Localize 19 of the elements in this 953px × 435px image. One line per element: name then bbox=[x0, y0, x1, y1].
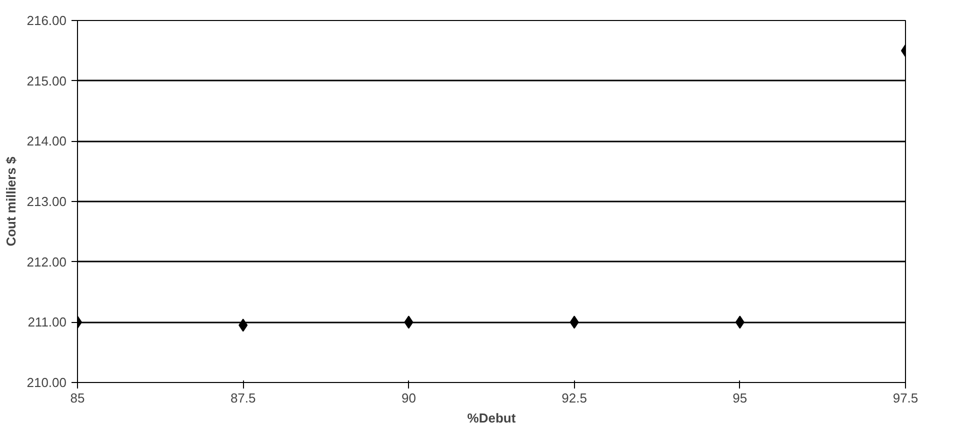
point bbox=[735, 316, 744, 329]
y-tick-label: 211.00 bbox=[28, 314, 66, 330]
x-tick-label: 95 bbox=[732, 390, 748, 406]
y-tick-label: 212.00 bbox=[26, 254, 67, 270]
x-tick-label: 97.5 bbox=[892, 390, 918, 406]
x-tick-label: 92.5 bbox=[562, 390, 587, 406]
y-tick-label: 214.00 bbox=[26, 134, 67, 149]
point bbox=[238, 318, 248, 332]
x-axis-title: %Debut bbox=[467, 410, 516, 426]
y-axis-title: Cout milliers $ bbox=[4, 156, 19, 246]
y-tick-label: 215.00 bbox=[26, 73, 67, 88]
x-tick-label: 90 bbox=[401, 390, 416, 406]
y-tick-label: 210.00 bbox=[26, 375, 67, 390]
point bbox=[570, 316, 579, 329]
x-tick-label: 85 bbox=[70, 390, 85, 406]
x-tick-label: 87.5 bbox=[230, 390, 256, 406]
point bbox=[404, 316, 414, 329]
y-tick-label: 213.00 bbox=[26, 194, 67, 209]
y-tick-label: 216.00 bbox=[26, 13, 67, 28]
